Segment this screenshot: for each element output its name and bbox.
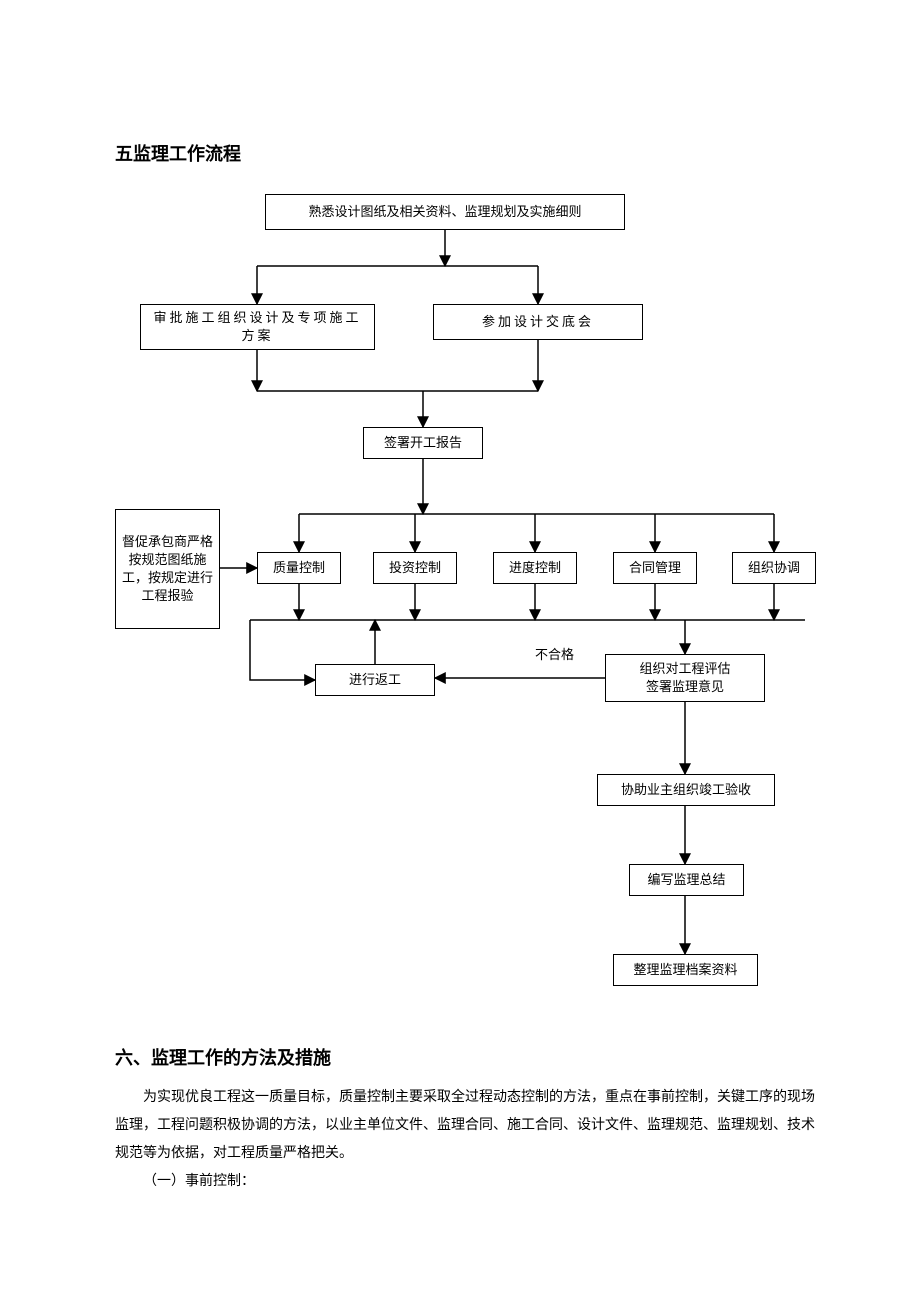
flow-node-n2b: 参加设计交底会 bbox=[433, 304, 643, 340]
workflow-flowchart: 熟悉设计图纸及相关资料、监理规划及实施细则审批施工组织设计及专项施工方案 参加设计… bbox=[115, 184, 815, 1034]
flow-edge-label: 不合格 bbox=[535, 644, 574, 663]
flow-node-n3: 签署开工报告 bbox=[363, 427, 483, 459]
flow-node-rework: 进行返工 bbox=[315, 664, 435, 696]
flow-node-accept: 协助业主组织竣工验收 bbox=[597, 774, 775, 806]
flow-node-archive: 整理监理档案资料 bbox=[613, 954, 758, 986]
section-5-heading: 五监理工作流程 bbox=[115, 140, 815, 166]
flow-node-c3: 进度控制 bbox=[493, 552, 577, 584]
flow-node-side: 督促承包商严格按规范图纸施工，按规定进行工程报验 bbox=[115, 509, 220, 629]
flow-node-n2a: 审批施工组织设计及专项施工方案 bbox=[140, 304, 375, 350]
flow-node-c1: 质量控制 bbox=[257, 552, 341, 584]
body-paragraph-1: 为实现优良工程这一质量目标，质量控制主要采取全过程动态控制的方法，重点在事前控制… bbox=[115, 1084, 815, 1168]
flow-node-c5: 组织协调 bbox=[732, 552, 816, 584]
flow-node-c4: 合同管理 bbox=[613, 552, 697, 584]
flow-node-summary: 编写监理总结 bbox=[629, 864, 744, 896]
flow-node-c2: 投资控制 bbox=[373, 552, 457, 584]
flow-node-eval: 组织对工程评估签署监理意见 bbox=[605, 654, 765, 702]
section-6-heading: 六、监理工作的方法及措施 bbox=[115, 1044, 815, 1070]
body-paragraph-2: （一）事前控制： bbox=[115, 1168, 815, 1196]
flow-node-n1: 熟悉设计图纸及相关资料、监理规划及实施细则 bbox=[265, 194, 625, 230]
